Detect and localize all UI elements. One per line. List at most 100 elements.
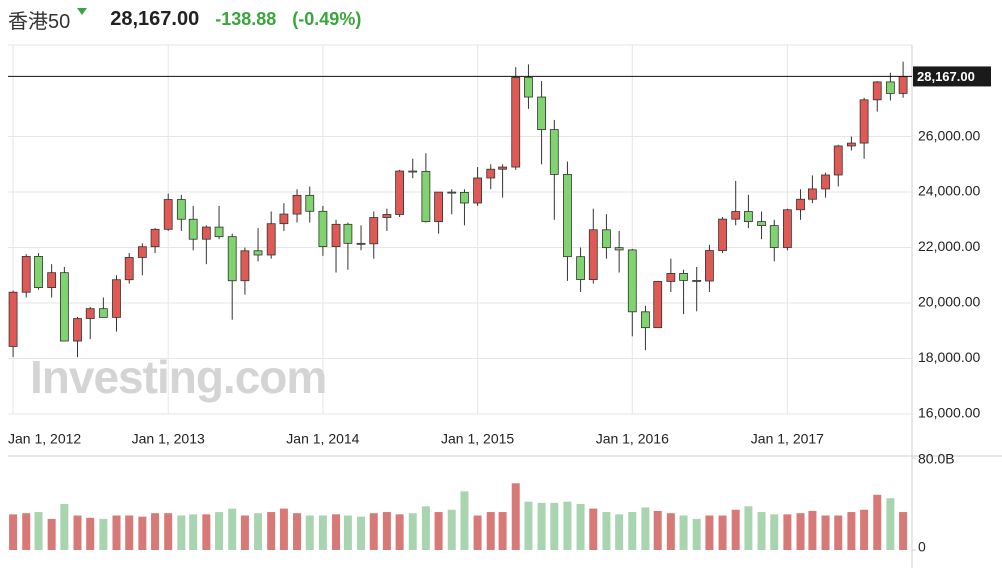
x-tick-label: Jan 1, 2014 <box>286 431 359 447</box>
candle-body <box>846 142 856 147</box>
volume-bar <box>899 512 908 550</box>
volume-bar <box>267 512 276 550</box>
candle-body <box>331 223 341 247</box>
candle-body <box>859 99 869 144</box>
change-percent: (-0.49%) <box>292 8 362 29</box>
volume-bar <box>473 515 482 550</box>
candle-body <box>833 145 843 176</box>
candle-body <box>356 242 366 245</box>
volume-bar <box>757 512 766 550</box>
price: 28,167.00 <box>110 7 200 30</box>
volume-bar <box>164 513 173 550</box>
candle-body <box>885 81 895 94</box>
candle-body <box>227 236 237 282</box>
volume-bar <box>73 515 82 550</box>
candle-body <box>486 168 496 179</box>
candle-body <box>718 218 727 251</box>
grid <box>8 45 912 415</box>
volume-bar <box>434 512 443 550</box>
candle-body <box>124 257 134 281</box>
candle-body <box>537 96 546 131</box>
volume-bar <box>228 508 237 550</box>
x-tick-label: Jan 1, 2013 <box>132 431 205 447</box>
candle-body <box>627 249 637 313</box>
candle-body <box>524 76 533 98</box>
watermark: Investing.com <box>30 351 326 403</box>
candle-body <box>85 308 95 319</box>
volume-bar <box>447 509 456 550</box>
candle-body <box>614 247 624 251</box>
candle-body <box>549 129 559 175</box>
candle-body <box>421 171 431 223</box>
volume-bar <box>460 491 469 550</box>
volume-bar <box>408 513 417 550</box>
candle-body <box>498 166 507 170</box>
volume-bar <box>679 515 688 550</box>
volume-bar <box>486 512 495 550</box>
x-tick-label: Jan 1, 2017 <box>751 431 824 447</box>
candle-body <box>176 199 186 220</box>
candle-body <box>240 250 250 282</box>
candle-body <box>369 217 379 245</box>
header: 香港50 28,167.00 -138.88 (-0.49%) <box>8 4 361 34</box>
y-tick-label: 26,000.00 <box>918 127 980 143</box>
candle-body <box>266 223 276 256</box>
volume-bar <box>860 509 869 550</box>
candle-body <box>395 170 405 215</box>
candle-body <box>163 199 173 230</box>
volume-bar <box>332 514 341 550</box>
volume-bar <box>498 512 507 550</box>
volume-bar <box>537 502 546 550</box>
candle-body <box>460 192 469 204</box>
candle-body <box>473 177 482 204</box>
candle-body <box>47 272 57 288</box>
candle-body <box>201 226 211 240</box>
candle-body <box>744 211 753 222</box>
volume-bar <box>576 504 585 550</box>
last-price-box <box>913 66 991 87</box>
candle-body <box>692 280 702 282</box>
volume-bar <box>796 513 805 550</box>
candle-body <box>821 174 830 190</box>
candle-body <box>214 226 224 238</box>
volume-bar <box>240 515 249 550</box>
y-tick-label: 16,000.00 <box>918 405 980 421</box>
candle-body <box>292 194 302 215</box>
volume-bar <box>357 516 366 550</box>
volume-bar <box>731 509 740 550</box>
volume-bar <box>550 502 559 550</box>
candle-body <box>434 191 443 223</box>
volume-bar <box>718 515 727 550</box>
candle-body <box>679 273 688 281</box>
candle-body <box>343 223 353 244</box>
volume-tick-label: 80.0B <box>918 451 955 467</box>
volume-bar <box>369 513 378 550</box>
volume-bar <box>305 515 314 550</box>
volume-bar <box>641 507 650 550</box>
candle-body <box>408 170 418 173</box>
volume-bar <box>293 513 302 550</box>
volume-bar <box>589 508 598 550</box>
candle-body <box>59 272 69 342</box>
candle-body <box>872 81 882 101</box>
volume-bar <box>421 506 430 550</box>
candle-body <box>73 318 82 342</box>
volume-bar <box>524 501 533 550</box>
volume-bar <box>705 515 714 550</box>
candle-body <box>98 308 108 318</box>
volume-bar <box>873 494 882 550</box>
candle-body <box>112 279 121 318</box>
volume-bar <box>744 506 753 550</box>
volume-bar <box>254 513 263 550</box>
volume-bar <box>808 510 817 550</box>
candle-body <box>705 250 714 282</box>
volume-bar <box>615 514 624 550</box>
volume-bar <box>563 501 572 550</box>
candle-body <box>796 198 805 211</box>
instrument-name: 香港50 <box>8 10 71 33</box>
candle-body <box>666 273 676 282</box>
volume-bar <box>783 514 792 550</box>
volume-bar <box>86 517 95 550</box>
